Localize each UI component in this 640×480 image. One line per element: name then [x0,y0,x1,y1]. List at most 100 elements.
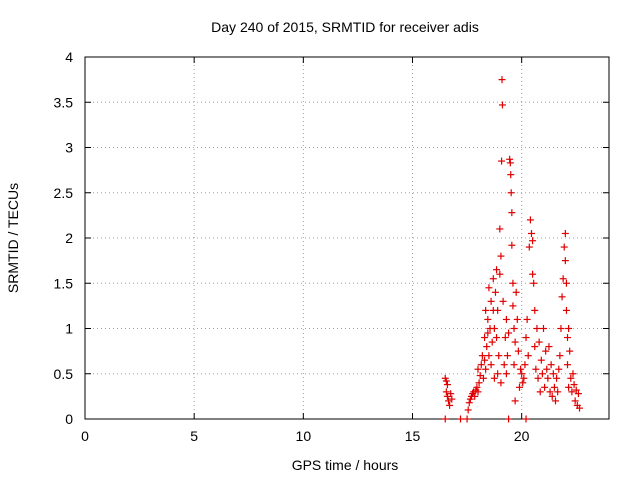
data-point [571,397,579,405]
data-point [535,338,543,346]
x-tick-label: 0 [81,428,89,444]
data-point [564,361,572,369]
data-point [576,404,584,412]
data-point [477,361,485,369]
data-point [474,388,482,396]
data-point [487,361,495,369]
data-point [557,325,565,332]
data-point [545,343,553,351]
data-point [491,288,499,296]
data-point [554,388,562,396]
data-point [538,370,546,378]
data-point [485,284,493,292]
data-point [514,347,522,355]
x-tick-label: 5 [190,428,198,444]
data-point [542,347,550,355]
data-point [523,315,531,323]
data-point [500,361,508,369]
data-point [443,381,451,389]
data-point [507,171,515,179]
data-point [561,229,569,237]
data-point [555,365,563,373]
data-point [564,334,572,342]
data-point [489,275,497,283]
data-point [536,388,544,396]
data-point [481,356,489,364]
data-point [503,352,511,360]
grid-lines [85,57,609,419]
data-point [498,101,506,109]
data-point [511,397,519,405]
data-point [529,237,537,245]
data-point [447,390,455,398]
y-tick-label: 2.5 [54,185,74,201]
y-tick-label: 3 [65,140,73,156]
y-tick-label: 3.5 [54,94,74,110]
data-point [547,361,555,369]
data-point [534,374,542,382]
y-tick-label: 4 [65,49,73,65]
data-point [471,392,479,400]
data-point [498,157,506,165]
data-point [543,365,551,373]
data-point [497,252,505,260]
data-point [506,159,514,167]
data-point [572,386,580,394]
data-point [482,365,490,373]
data-point [496,270,504,278]
data-point [552,397,560,405]
data-point [531,306,539,314]
data-point [442,377,450,385]
data-point [474,365,482,373]
data-point [529,270,537,278]
data-point [506,155,514,163]
data-point [505,415,513,423]
x-tick-label: 10 [296,428,312,444]
data-point [448,395,456,403]
data-point [525,243,533,251]
y-tick-label: 1.5 [54,275,74,291]
data-point [562,306,570,314]
data-point [517,365,525,373]
data-point [560,243,568,251]
data-point [549,370,557,378]
data-point [495,352,503,360]
y-tick-label: 0.5 [54,366,74,382]
data-point [507,189,515,197]
data-point [493,266,501,274]
data-point [558,293,566,301]
data-point [464,406,472,414]
data-point [445,397,453,405]
y-tick-label: 0 [65,411,73,427]
data-point [496,225,504,233]
data-point [511,338,519,346]
data-point [570,381,578,389]
data-point [482,306,490,314]
x-tick-label: 15 [405,428,421,444]
data-point [457,415,465,423]
data-point [465,399,473,407]
x-axis-label: GPS time / hours [292,457,399,473]
data-point [484,315,492,323]
data-point [548,392,556,400]
data-point [526,216,534,224]
data-point [559,275,567,283]
data-point [512,288,520,296]
data-point [478,352,486,360]
data-point [568,388,576,396]
data-point [502,370,510,378]
data-point [498,76,506,84]
x-tick-label: 20 [514,428,530,444]
data-point [446,401,454,409]
data-point [483,343,491,351]
data-point [499,297,507,305]
data-point [509,302,517,310]
data-point [544,374,552,382]
y-axis-label: SRMTID / TECUs [5,183,21,293]
y-tick-label: 1 [65,321,73,337]
data-point [518,370,526,378]
data-point [522,334,530,342]
data-point [513,315,521,323]
axis-ticks: 0 0.5 1 1.5 2 2.5 3 3.5 4 0 5 10 15 20 [54,49,609,444]
